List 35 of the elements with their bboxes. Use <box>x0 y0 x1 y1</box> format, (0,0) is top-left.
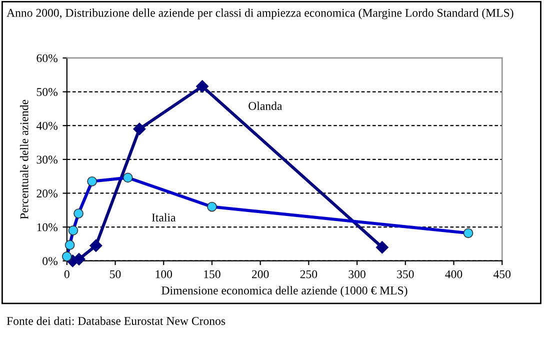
point <box>122 172 133 183</box>
y-tick-label: 0% <box>42 257 58 266</box>
x-tick-label: 250 <box>300 270 318 278</box>
point <box>68 225 78 236</box>
x-tick-label: 400 <box>445 270 462 278</box>
y-tick-label: 20% <box>36 189 58 198</box>
y-tick-label: 40% <box>36 122 58 130</box>
y-tick-label: 60% <box>36 54 58 62</box>
x-axis-title: Dimensione economica delle aziende (1000 € MLS) <box>162 286 408 297</box>
point <box>64 240 75 250</box>
x-tick-label: 200 <box>252 270 269 278</box>
series-label: Olanda <box>248 102 282 110</box>
x-tick-label: 350 <box>397 270 414 278</box>
point <box>196 80 209 93</box>
point <box>463 228 474 238</box>
x-tick-label: 300 <box>348 270 366 278</box>
chart-title: Anno 2000, Distribuzione delle aziende per classi di ampiezza economica (Margine Lordo Standard (MLS) <box>6 8 514 20</box>
y-axis-title: Percentuale delle aziende <box>20 100 28 220</box>
point <box>87 176 97 186</box>
x-tick-label: 0 <box>64 270 70 278</box>
point <box>74 208 84 218</box>
point <box>90 239 102 252</box>
y-tick-label: 50% <box>36 88 58 96</box>
point <box>133 122 146 136</box>
y-tick-label: 30% <box>36 156 58 164</box>
point <box>207 202 217 212</box>
x-tick-label: 50 <box>110 270 121 278</box>
source-note: Fonte dei dati: Database Eurostat New Cronos <box>6 316 226 326</box>
series-label: Italia <box>152 213 176 222</box>
x-tick-label: 450 <box>493 270 511 278</box>
y-tick-label: 10% <box>37 223 58 232</box>
point <box>62 252 72 262</box>
x-tick-label: 100 <box>156 270 172 278</box>
point <box>376 241 389 254</box>
x-tick-label: 150 <box>204 270 220 278</box>
